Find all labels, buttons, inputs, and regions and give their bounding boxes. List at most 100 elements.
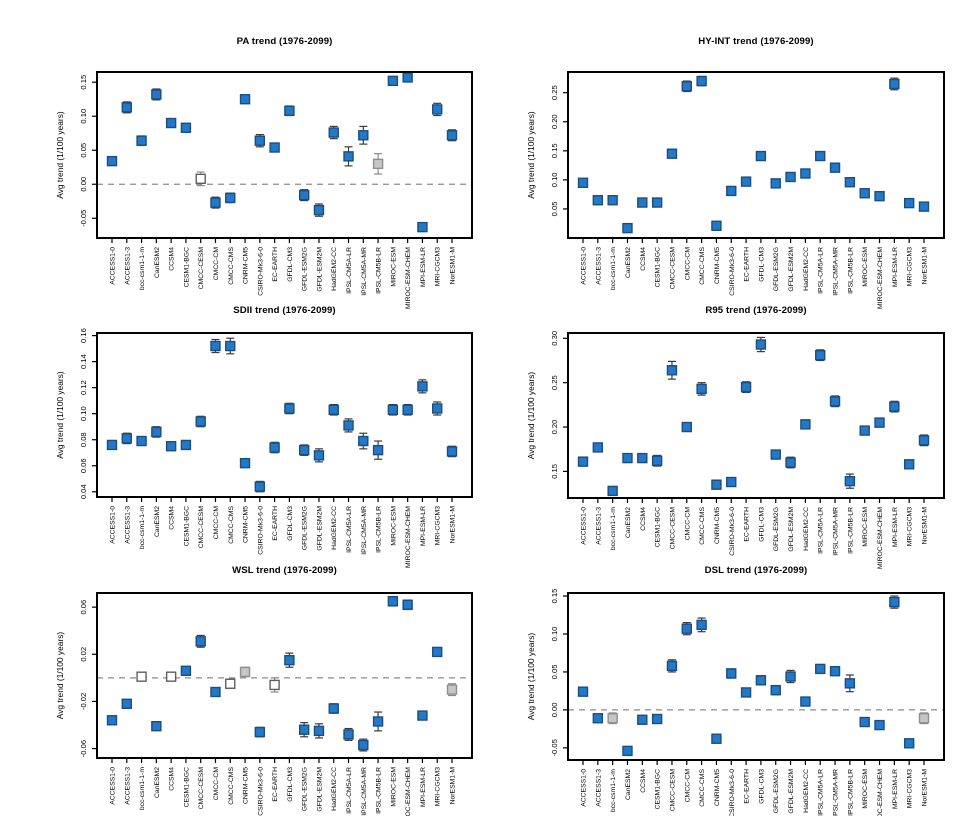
x-tick-label: CCSM4: [640, 507, 647, 531]
y-tick-label: 0.20: [550, 114, 559, 129]
y-tick-label: 0.02: [79, 647, 88, 662]
x-tick-label: IPSL-CM5A-LR: [818, 507, 825, 554]
data-point: [607, 485, 618, 497]
r95-trend-plot: 0.15 0.20 0.25 0.30 Avg trend (1/100 years) A…: [526, 331, 945, 569]
x-tick-label: CMCC-CM: [684, 769, 691, 803]
x-tick-label: CESM1-BGC: [655, 247, 662, 288]
data-point: [387, 404, 399, 415]
y-tick-label: 0.25: [550, 375, 559, 390]
data-point: [180, 122, 192, 133]
x-tick-label: CMCC-CESM: [669, 769, 676, 812]
x-tick-label: IPSL-CM5A-MR: [833, 507, 840, 556]
chart-title-dsl: DSL trend (1976-2099): [704, 565, 808, 576]
data-point: [269, 442, 280, 453]
x-tick-label: IPSL-CM5B-LR: [847, 507, 854, 554]
y-tick-label: 0.08: [79, 432, 88, 447]
data-point: [800, 168, 811, 179]
data-point: [106, 715, 118, 726]
data-point: [903, 459, 915, 470]
data-point: [328, 703, 339, 714]
data-point: [889, 78, 900, 90]
data-point: [106, 439, 118, 451]
data-point: [254, 726, 266, 738]
y-tick-label: 0.14: [79, 354, 88, 369]
data-point: [195, 416, 206, 427]
data-point: [358, 130, 369, 141]
data-point: [800, 696, 811, 707]
data-point: [637, 197, 648, 208]
x-tick-label: ACCESS1-3: [124, 506, 131, 544]
x-tick-label: IPSL-CM5A-MR: [833, 769, 840, 816]
x-tick-label: IPSL-CM5B-LR: [376, 506, 383, 553]
y-tick-label: 0.00: [550, 703, 559, 718]
x-tick-label: CESM1-BGC: [655, 769, 662, 810]
data-point: [225, 192, 236, 204]
x-tick-label: CNRM-CM5: [714, 507, 721, 544]
data-point: [210, 197, 221, 208]
x-tick-label: MIROC-ESM-CHEM: [877, 247, 884, 309]
x-tick-label: MIROC-ESM: [862, 507, 869, 547]
data-point: [666, 365, 678, 376]
x-tick-label: CNRM-CM5: [714, 247, 721, 284]
x-tick-label: MPI-ESM-LR: [420, 506, 427, 546]
data-point: [136, 135, 147, 146]
data-point: [785, 671, 796, 682]
x-tick-label: CNRM-CM5: [243, 506, 250, 543]
data-point: [121, 102, 132, 113]
x-tick-label: EC-EARTH: [272, 247, 279, 282]
x-tick-label: IPSL-CM5A-LR: [346, 247, 353, 294]
x-tick-label: CanESM2: [154, 247, 161, 278]
x-tick-label: MPI-ESM-LR: [892, 247, 899, 287]
data-point: [681, 421, 692, 433]
x-tick-label: CMCC-CMS: [699, 769, 706, 807]
data-point: [918, 713, 930, 724]
data-point: [328, 127, 339, 138]
x-tick-label: CNRM-CM5: [243, 767, 250, 804]
x-tick-label: ACCESS1-0: [581, 769, 588, 807]
chart-title-wsl: WSL trend (1976-2099): [232, 565, 337, 576]
x-tick-label: ACCESS1-3: [595, 769, 602, 807]
x-tick-label: IPSL-CM5A-MR: [833, 247, 840, 296]
data-point: [592, 713, 604, 724]
x-tick-label: GFDL-CM3: [287, 767, 294, 802]
x-tick-label: EC-EARTH: [272, 767, 279, 802]
data-point: [889, 401, 900, 412]
dsl-trend-plot: -0.05 0.00 0.05 0.10 0.15 Avg trend (1/100 ye…: [526, 589, 945, 816]
x-tick-label: IPSL-CM5B-LR: [847, 247, 854, 294]
data-point: [859, 425, 870, 436]
x-tick-label: GFDL-CM3: [287, 247, 294, 282]
x-tick-label: CMCC-CMS: [699, 247, 706, 285]
data-point: [225, 678, 236, 689]
x-tick-label: CanESM2: [625, 769, 632, 800]
data-point: [637, 714, 648, 725]
y-tick-label: 0.20: [550, 420, 559, 435]
x-tick-label: IPSL-CM5A-LR: [818, 247, 825, 294]
data-point: [740, 176, 752, 187]
data-point: [372, 716, 384, 727]
y-tick-label: 0.10: [550, 627, 559, 642]
x-tick-label: CESM1-BGC: [655, 507, 662, 548]
data-point: [402, 72, 413, 83]
x-tick-label: EC-EARTH: [744, 769, 751, 804]
x-tick-label: CMCC-CMS: [228, 247, 235, 285]
x-tick-label: NorESM1-M: [450, 767, 457, 805]
data-point: [607, 713, 618, 724]
data-point: [417, 710, 428, 721]
x-tick-label: MPI-ESM-LR: [892, 769, 899, 809]
x-tick-label: GFDL-ESM2M: [316, 247, 323, 292]
x-tick-label: HadGEM2-CC: [331, 247, 338, 291]
x-tick-label: CanESM2: [154, 506, 161, 537]
data-point: [711, 479, 722, 490]
data-point: [740, 687, 752, 698]
subplot-r95-trend: R95 trend (1976-2099) 0.15 0.20 0.25 0.30 Av…: [520, 296, 960, 576]
y-tick-label: 0.12: [79, 380, 88, 395]
y-tick-label: 0.05: [550, 202, 559, 217]
x-tick-label: MPI-ESM-LR: [420, 247, 427, 287]
x-tick-label: CanESM2: [625, 247, 632, 278]
data-point: [651, 713, 663, 725]
data-point: [195, 636, 206, 647]
data-point: [607, 195, 618, 206]
data-point: [298, 444, 310, 456]
data-point: [785, 171, 796, 183]
x-tick-label: MRI-CGCM3: [907, 769, 914, 808]
